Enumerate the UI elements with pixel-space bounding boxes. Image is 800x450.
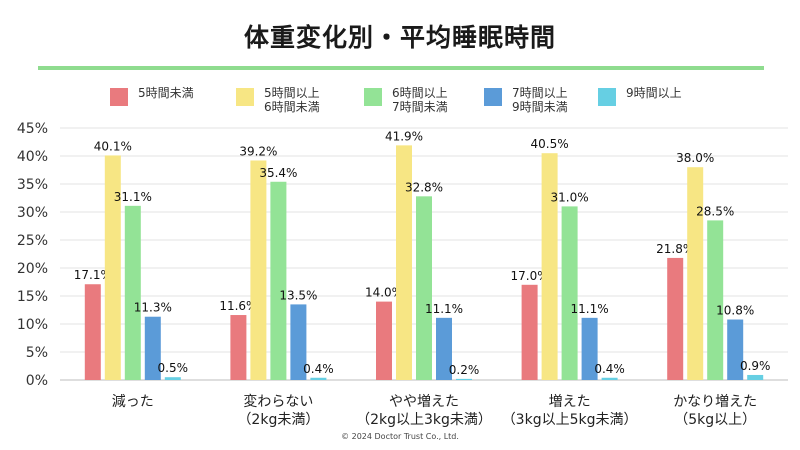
- legend-label-2: 5時間以上 6時間未満: [264, 86, 320, 114]
- data-label-4-1: 11.3%: [134, 301, 172, 315]
- copyright-text: © 2024 Doctor Trust Co., Ltd.: [341, 432, 459, 441]
- bar-1-4: [521, 284, 538, 380]
- data-label-1-2: 11.6%: [219, 299, 257, 313]
- data-label-3-2: 35.4%: [259, 166, 297, 180]
- title-underline: [38, 66, 764, 70]
- data-label-4-2: 13.5%: [279, 288, 317, 302]
- data-label-5-5: 0.9%: [740, 359, 771, 373]
- legend-swatch-3: [364, 88, 382, 106]
- y-tick-label: 5%: [26, 345, 48, 361]
- category-label-3: やや増えた（2kg以上3kg未満）: [356, 394, 492, 428]
- bar-3-3: [416, 196, 432, 380]
- legend-label-4: 7時間以上 9時間未満: [512, 86, 568, 114]
- bar-1-5: [667, 257, 684, 380]
- y-tick-label: 20%: [17, 261, 48, 277]
- legend-swatch-4: [484, 88, 502, 106]
- data-label-4-4: 11.1%: [571, 302, 609, 316]
- bar-4-4: [581, 317, 598, 380]
- category-label-2: 変わらない（2kg未満）: [237, 393, 319, 428]
- y-tick-label: 30%: [17, 205, 48, 221]
- bar-5-2: [310, 377, 327, 380]
- bar-3-1: [124, 205, 141, 380]
- category-label-5: かなり増えた（5kg以上）: [673, 394, 757, 428]
- chart-title: 体重変化別・平均睡眠時間: [243, 23, 556, 52]
- data-label-4-3: 11.1%: [425, 302, 463, 316]
- bar-2-3: [396, 145, 412, 380]
- legend-swatch-2: [236, 88, 254, 106]
- data-label-3-1: 31.1%: [114, 190, 152, 204]
- bar-1-2: [230, 315, 247, 380]
- legend-label-5: 9時間以上: [626, 86, 682, 100]
- data-label-1-3: 14.0%: [365, 286, 403, 300]
- category-label-4: 増えた（3kg以上5kg未満）: [502, 394, 638, 428]
- bar-4-3: [436, 317, 452, 380]
- y-tick-label: 0%: [26, 373, 48, 389]
- data-label-1-1: 17.1%: [74, 268, 112, 282]
- category-label-1: 減った: [112, 393, 154, 410]
- legend-swatch-5: [598, 88, 616, 106]
- data-label-2-1: 40.1%: [94, 139, 132, 153]
- bar-1-1: [84, 284, 101, 380]
- bar-2-5: [687, 167, 704, 380]
- data-label-4-5: 10.8%: [716, 304, 754, 318]
- y-tick-label: 10%: [17, 317, 48, 333]
- bar-4-5: [727, 319, 744, 380]
- data-label-3-5: 28.5%: [696, 204, 734, 218]
- y-tick-label: 15%: [17, 289, 48, 305]
- legend-swatch-1: [110, 88, 128, 106]
- legend-label-1: 5時間未満: [138, 86, 194, 100]
- bar-5-4: [601, 377, 618, 380]
- bar-4-1: [144, 316, 161, 380]
- y-tick-label: 25%: [17, 233, 48, 249]
- bar-5-3: [456, 378, 472, 380]
- data-label-5-2: 0.4%: [303, 362, 334, 376]
- data-label-5-4: 0.4%: [594, 362, 625, 376]
- bar-3-5: [707, 220, 724, 380]
- data-label-2-2: 39.2%: [239, 144, 277, 158]
- y-tick-label: 35%: [17, 177, 48, 193]
- bar-3-4: [561, 206, 578, 380]
- bar-2-4: [541, 153, 558, 380]
- legend-label-3: 6時間以上 7時間未満: [392, 86, 448, 114]
- data-label-3-3: 32.8%: [405, 180, 443, 194]
- data-label-1-4: 17.0%: [511, 269, 549, 283]
- bar-5-5: [747, 374, 764, 380]
- data-label-5-1: 0.5%: [158, 361, 189, 375]
- bar-1-3: [376, 301, 392, 380]
- data-label-1-5: 21.8%: [656, 242, 694, 256]
- y-tick-label: 45%: [17, 121, 48, 137]
- data-label-5-3: 0.2%: [449, 363, 480, 377]
- data-label-2-4: 40.5%: [531, 137, 569, 151]
- bar-3-2: [270, 181, 287, 380]
- data-label-2-5: 38.0%: [676, 151, 714, 165]
- y-tick-label: 40%: [17, 149, 48, 165]
- data-label-3-4: 31.0%: [551, 190, 589, 204]
- bar-2-2: [250, 160, 267, 380]
- bar-2-1: [104, 155, 121, 380]
- data-label-2-3: 41.9%: [385, 129, 423, 143]
- bar-4-2: [290, 304, 307, 380]
- bar-5-1: [164, 377, 181, 380]
